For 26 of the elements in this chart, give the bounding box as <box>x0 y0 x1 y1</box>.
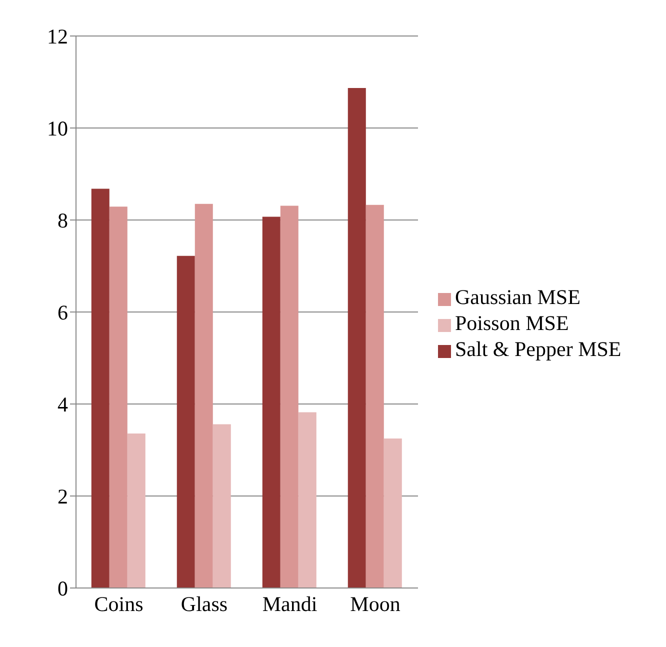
bar <box>366 204 384 588</box>
y-tick-label: 0 <box>58 576 68 600</box>
bar <box>348 88 366 588</box>
legend-label: Poisson MSE <box>455 311 569 335</box>
x-tick-label: Mandi <box>262 592 318 616</box>
bar <box>212 424 231 588</box>
y-tick-label: 6 <box>58 300 68 324</box>
bar <box>127 433 146 588</box>
bar <box>298 412 316 588</box>
bar <box>109 206 128 588</box>
y-tick-label: 8 <box>58 208 68 232</box>
y-tick-label: 10 <box>47 116 68 140</box>
x-tick-label: Moon <box>350 592 401 616</box>
bar <box>280 206 298 588</box>
y-tick-label: 2 <box>58 484 68 508</box>
legend-label: Gaussian MSE <box>455 285 580 309</box>
legend-label: Salt & Pepper MSE <box>455 337 622 361</box>
y-tick-label: 12 <box>47 24 68 48</box>
bar <box>91 188 110 588</box>
x-tick-label: Glass <box>180 592 228 616</box>
bar <box>384 438 402 588</box>
bar <box>262 216 280 588</box>
bar <box>194 204 213 588</box>
bar <box>176 256 195 588</box>
x-tick-label: Coins <box>94 592 144 616</box>
y-tick-label: 4 <box>58 392 68 416</box>
